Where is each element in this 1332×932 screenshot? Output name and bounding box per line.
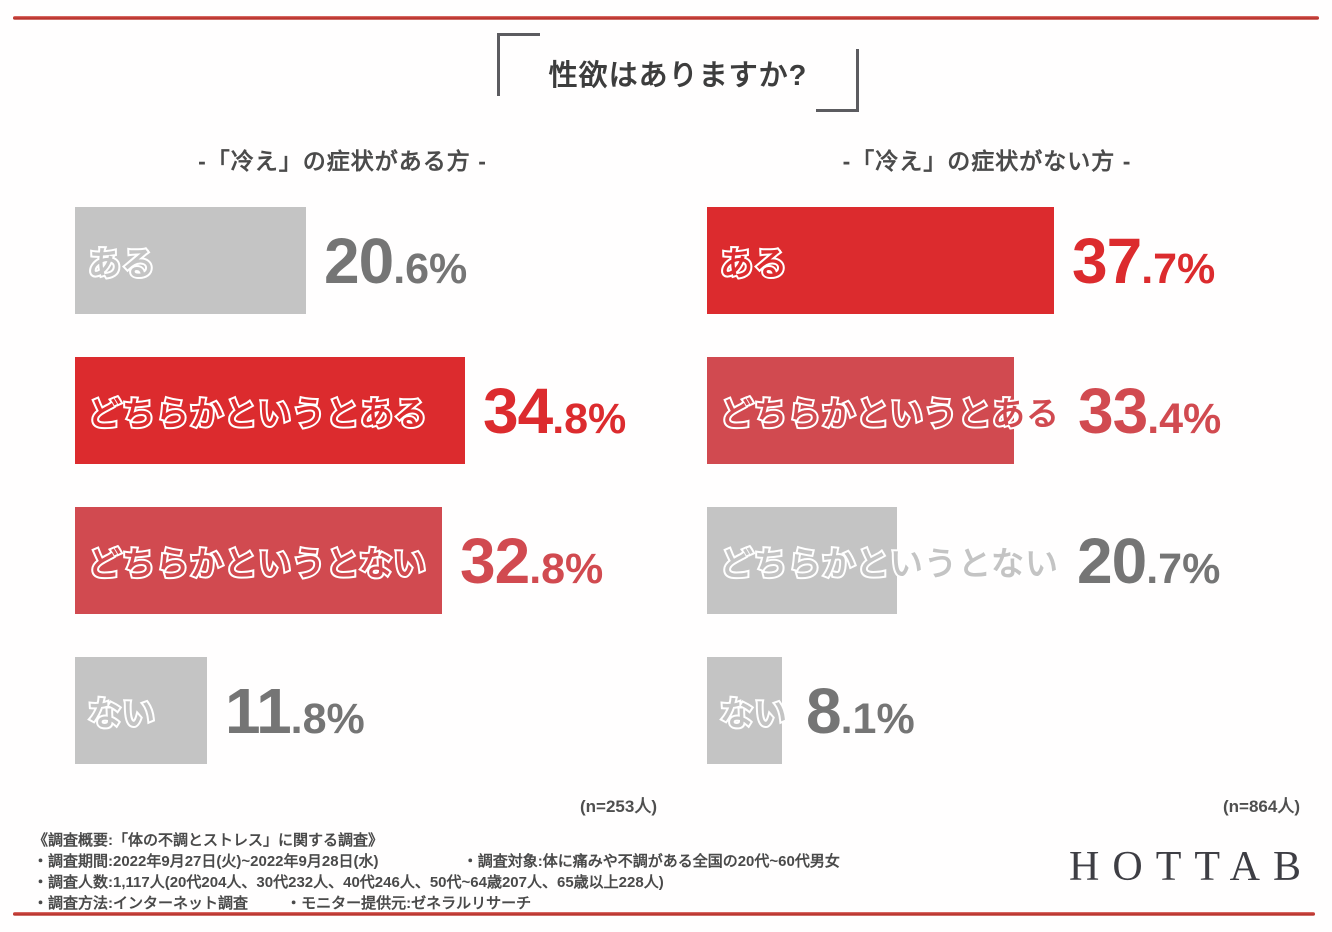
bar-wrap: どちらかというとある	[707, 357, 1061, 464]
bar-row: どちらかというとない 20.7%	[707, 507, 1300, 614]
note-segment: ・調査方法:インターネット調査	[33, 895, 248, 912]
bar	[707, 657, 782, 764]
bar-label: どちらかというとない	[86, 543, 428, 584]
bar-value: 37.7%	[1072, 224, 1216, 297]
bar-label: どちらかというとある	[718, 393, 1061, 434]
bar-value: 11.8%	[225, 674, 365, 747]
bar-row: どちらかというとない 32.8%	[75, 507, 657, 614]
bar	[75, 657, 207, 764]
bar	[75, 207, 306, 314]
chart-column-no-cold-symptoms: -「冷え」の症状がない方 - ある 37.7% どちらかというとある 33.4% どちら…	[707, 142, 1300, 817]
bar-row: ない 8.1%	[707, 657, 1300, 764]
bar-label: ない	[86, 693, 157, 734]
bar-row: どちらかというとある 34.8%	[75, 357, 657, 464]
bar-value: 34.8%	[483, 374, 627, 447]
bar	[75, 357, 465, 464]
chart-column-cold-symptoms: -「冷え」の症状がある方 - ある 20.6% どちらかというとある 34.8% どちら…	[75, 142, 657, 817]
bar	[707, 207, 1054, 314]
bar-rows: ある 37.7% どちらかというとある 33.4% どちらかというとない 20.7% ない 8…	[707, 207, 1300, 764]
bar-row: ない 11.8%	[75, 657, 657, 764]
bar-label: どちらかというとある	[86, 393, 429, 434]
bar-wrap: どちらかというとない	[75, 507, 442, 614]
bar-rows: ある 20.6% どちらかというとある 34.8% どちらかというとない 32.8% ない 1…	[75, 207, 657, 764]
sample-size-label: (n=864人)	[1223, 797, 1300, 816]
bar-wrap: ない	[707, 657, 789, 764]
bar-wrap: ある	[707, 207, 1054, 314]
hottab-logo: HOTTAB	[1069, 844, 1314, 890]
page-title: 性欲はありますか?	[548, 59, 808, 92]
bar-row: どちらかというとある 33.4%	[707, 357, 1300, 464]
bar	[75, 507, 442, 614]
title-bracket-bottom-right-icon	[816, 49, 859, 112]
top-divider	[13, 16, 1319, 20]
title-bracket-top-left-icon	[497, 33, 540, 96]
note-segment: ・調査対象:体に痛みや不調がある全国の20代~60代男女	[462, 853, 840, 870]
bar-value: 32.8%	[460, 524, 604, 597]
survey-note: 《調査概要:「体の不調とストレス」に関する調査》 ・調査期間:2022年9月27…	[33, 830, 1043, 914]
bar-wrap: ある	[75, 207, 306, 314]
bar-wrap: どちらかというとない	[707, 507, 1060, 614]
bar-label: ない	[718, 693, 789, 734]
note-segment: ・モニター提供元:ゼネラルリサーチ	[286, 895, 532, 912]
sample-size-label: (n=253人)	[580, 797, 657, 816]
column-title: -「冷え」の症状がある方 -	[198, 148, 487, 174]
bottom-divider	[13, 912, 1315, 916]
bar-wrap: ない	[75, 657, 207, 764]
survey-note-line: 《調査概要:「体の不調とストレス」に関する調査》	[33, 830, 1043, 851]
note-segment: ・調査期間:2022年9月27日(火)~2022年9月28日(水)	[33, 853, 379, 870]
bar-value: 33.4%	[1078, 374, 1222, 447]
bar	[707, 357, 1014, 464]
bar-value: 20.7%	[1077, 524, 1221, 597]
survey-note-line: ・調査方法:インターネット調査 ・モニター提供元:ゼネラルリサーチ	[33, 893, 1043, 914]
bar-label: ある	[86, 243, 157, 284]
bar-row: ある 37.7%	[707, 207, 1300, 314]
bar-label: ある	[718, 243, 789, 284]
title-box: 性欲はありますか?	[497, 33, 859, 112]
bar-label: どちらかというとない	[718, 543, 1060, 584]
bar-value: 20.6%	[324, 224, 468, 297]
note-segment: ・調査人数:1,117人(20代204人、30代232人、40代246人、50代…	[33, 874, 664, 891]
bar	[707, 507, 897, 614]
note-segment: 《調査概要:「体の不調とストレス」に関する調査》	[33, 832, 383, 849]
column-title: -「冷え」の症状がない方 -	[842, 148, 1132, 174]
survey-note-line: ・調査期間:2022年9月27日(火)~2022年9月28日(水) ・調査対象:…	[33, 851, 1043, 872]
bar-row: ある 20.6%	[75, 207, 657, 314]
bar-wrap: どちらかというとある	[75, 357, 465, 464]
survey-note-line: ・調査人数:1,117人(20代204人、30代232人、40代246人、50代…	[33, 872, 1043, 893]
bar-value: 8.1%	[806, 674, 915, 747]
